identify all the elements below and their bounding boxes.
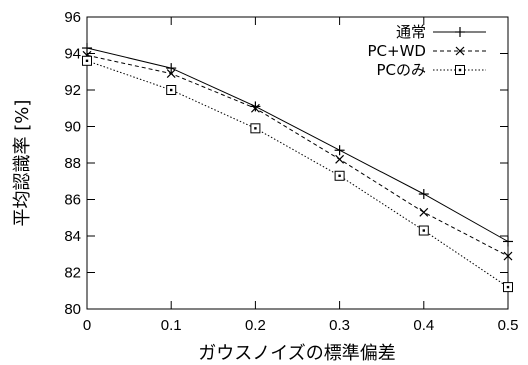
x-tick-label: 0.5 [498,317,519,334]
x-axis-ticks: 0 0.1 0.2 0.3 0.4 0.5 [83,17,519,334]
data-point-marker [418,225,429,236]
y-tick-label: 86 [64,192,81,209]
marker-stroke [503,251,513,261]
data-point-marker [503,251,513,261]
legend-label: 通常 [396,23,426,41]
marker-square-dot [254,127,257,130]
data-point-marker [250,101,261,112]
y-tick-label: 92 [64,82,81,99]
series-line-2 [86,54,509,257]
legend-marker [455,27,465,37]
data-point-marker [503,282,513,293]
data-point-marker [166,69,176,78]
data-point-marker [82,55,92,66]
marker-square-dot [170,88,173,92]
data-point-marker [418,189,429,200]
legend-label: PCのみ [376,61,426,79]
plot-frame [86,16,509,310]
series-line-1 [86,47,509,242]
marker-square-dot [422,229,425,232]
marker-stroke [335,154,345,164]
data-point-marker [334,170,345,181]
marker-square-dot [338,174,341,177]
y-tick-label: 94 [64,46,81,63]
y-tick-label: 88 [64,155,81,172]
data-point-marker [166,63,177,74]
x-tick-label: 0.1 [161,317,182,334]
legend-marker [455,65,465,75]
x-tick-label: 0.2 [245,317,266,334]
x-axis-title: ガウスノイズの標準偏差 [198,343,395,364]
marker-stroke [455,46,465,56]
y-tick-label: 90 [64,119,81,136]
y-tick-label: 82 [64,265,81,282]
data-point-marker [250,103,260,113]
data-point-marker [250,123,261,134]
x-tick-label: 0.4 [413,317,434,334]
x-tick-label: 0.3 [329,317,350,334]
marker-stroke [250,103,260,113]
marker-stroke [166,69,176,78]
marker-square-dot [506,285,510,289]
data-point-marker [503,236,513,247]
data-point-marker [335,154,345,164]
marker-square-dot [85,59,89,62]
y-tick-label: 84 [64,228,81,245]
data-point-marker [82,43,92,54]
marker-square-dot [458,68,462,72]
series-layer [82,43,513,293]
y-tick-label: 80 [64,301,81,318]
series-line-3 [86,60,509,288]
data-point-marker [334,145,345,156]
legend-label: PC+WD [368,42,426,60]
x-tick-label: 0 [83,317,91,334]
data-point-marker [419,207,429,217]
y-tick-label: 96 [64,9,81,26]
y-axis-title: 平均認識率 [%] [12,100,33,227]
y-axis-ticks: 80 82 84 86 88 90 92 94 96 [64,9,508,318]
data-point-marker [166,85,177,95]
legend-marker [455,46,465,56]
marker-stroke [419,207,429,217]
